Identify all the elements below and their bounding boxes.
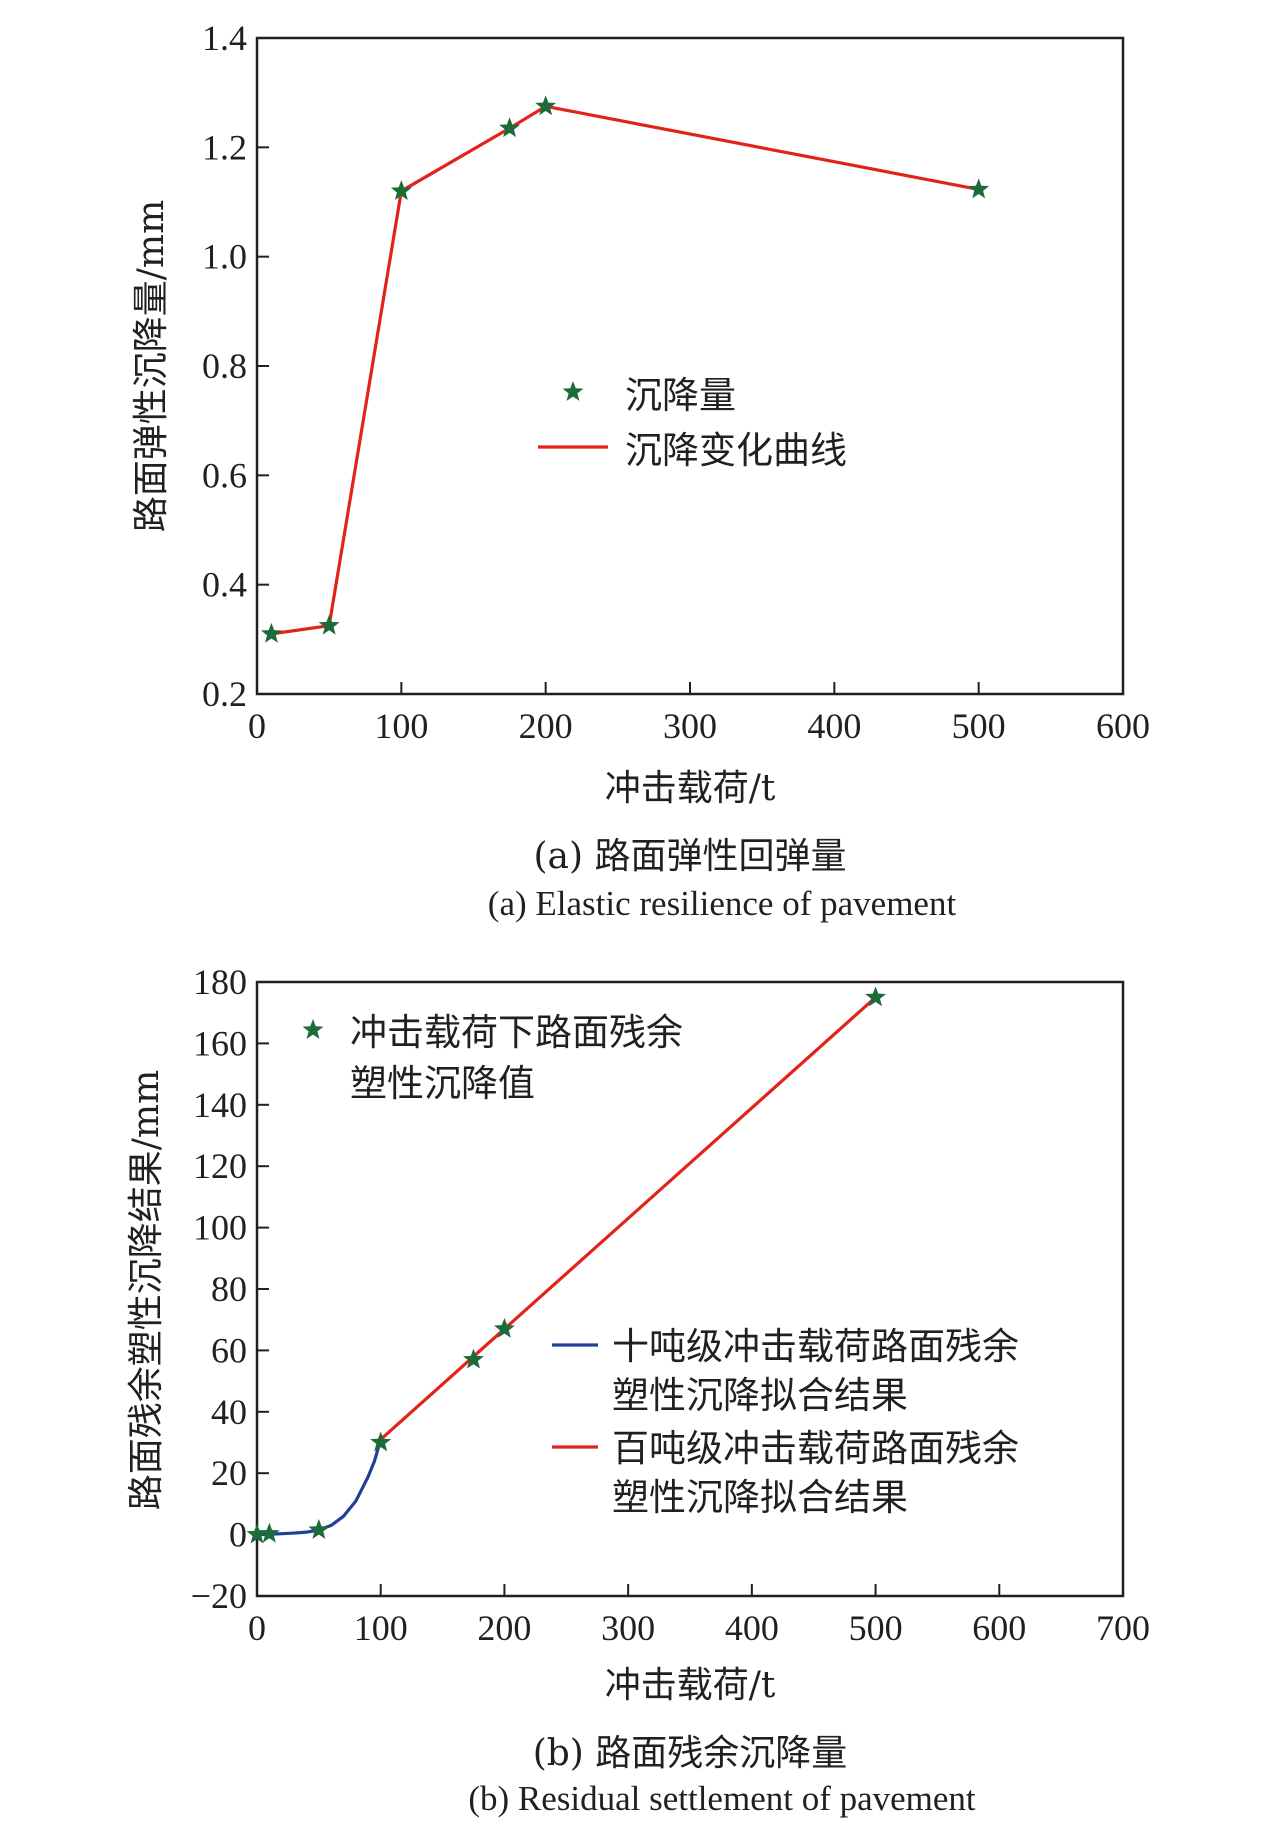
chart-b-series-line-2 bbox=[379, 996, 877, 1441]
chart-b-y-tick-label: 100 bbox=[193, 1208, 247, 1248]
chart-b-x-tick-label: 0 bbox=[248, 1608, 266, 1648]
chart-b-y-tick-label: 0 bbox=[229, 1515, 247, 1555]
chart-a-x-tick-label: 400 bbox=[807, 706, 861, 746]
chart-b-x-tick-label: 700 bbox=[1096, 1608, 1150, 1648]
chart-b-x-axis-label: 冲击载荷/t bbox=[605, 1665, 776, 1706]
chart-a-x-tick-label: 300 bbox=[663, 706, 717, 746]
chart-a-data-point bbox=[535, 95, 557, 116]
chart-b-y-tick-label: 20 bbox=[211, 1453, 247, 1493]
chart-b-y-tick-label: 60 bbox=[211, 1330, 247, 1370]
chart-a-y-tick-label: 0.8 bbox=[202, 346, 247, 386]
chart-b-series-line-1 bbox=[256, 1438, 383, 1537]
chart-a: 0 100 200 300 400 500 600 0.2 0.4 0.6 0.8 1.0 1.2 1.4… bbox=[131, 18, 1150, 923]
chart-a-data-point bbox=[968, 178, 990, 199]
chart-b-legend-label-red-line1: 百吨级冲击载荷路面残余 bbox=[612, 1427, 1019, 1470]
chart-b-data-point bbox=[463, 1348, 484, 1369]
chart-a-data-point bbox=[318, 614, 340, 635]
chart-a-data-point bbox=[390, 180, 412, 200]
chart-b-x-tick-label: 100 bbox=[354, 1608, 408, 1648]
chart-b-legend-label-points-line1: 冲击载荷下路面残余 bbox=[350, 1011, 683, 1054]
chart-b-data-point bbox=[865, 986, 887, 1007]
chart-b-x-tick-label: 200 bbox=[477, 1608, 531, 1648]
chart-a-y-tick-label: 0.6 bbox=[202, 455, 247, 495]
chart-b-y-tick-label: 180 bbox=[193, 962, 247, 1002]
chart-a-y-tick-label: 0.2 bbox=[202, 674, 247, 714]
chart-b-legend-label-red-line2: 塑性沉降拟合结果 bbox=[612, 1476, 908, 1519]
chart-a-caption-en: (a) Elastic resilience of pavement bbox=[488, 884, 957, 923]
chart-a-y-tick-label: 1.4 bbox=[202, 18, 247, 58]
chart-a-series-line-1 bbox=[271, 104, 979, 636]
chart-b-y-tick-label: 140 bbox=[193, 1085, 247, 1125]
chart-a-legend-marker bbox=[562, 381, 584, 401]
chart-b-x-tick-label: 400 bbox=[725, 1608, 779, 1648]
chart-a-plot-frame bbox=[255, 36, 1125, 696]
chart-a-legend-label-line: 沉降变化曲线 bbox=[625, 429, 847, 472]
chart-a-y-tick-label: 0.4 bbox=[202, 565, 247, 605]
chart-b-data-point bbox=[246, 1523, 268, 1544]
chart-b-y-axis-label: 路面残余塑性沉降结果/mm bbox=[126, 1070, 167, 1510]
chart-a-y-tick-label: 1.0 bbox=[202, 237, 247, 277]
chart-b-caption-cn: (b) 路面残余沉降量 bbox=[533, 1733, 848, 1774]
chart-a-caption-cn: (a) 路面弹性回弹量 bbox=[534, 836, 847, 877]
chart-a-y-axis-label: 路面弹性沉降量/mm bbox=[131, 200, 172, 532]
chart-b-data-point bbox=[493, 1317, 515, 1338]
chart-a-x-tick-label: 200 bbox=[519, 706, 573, 746]
chart-b-y-tick-label: 80 bbox=[211, 1269, 247, 1309]
chart-b-data-point bbox=[308, 1518, 330, 1539]
chart-b-x-tick-label: 500 bbox=[849, 1608, 903, 1648]
chart-b-y-tick-label: 40 bbox=[211, 1392, 247, 1432]
chart-b-data-point bbox=[370, 1431, 392, 1452]
chart-b-y-tick-label: 160 bbox=[193, 1023, 247, 1063]
chart-b-x-tick-label: 300 bbox=[601, 1608, 655, 1648]
chart-a-y-tick-label: 1.2 bbox=[202, 127, 247, 167]
chart-b-data-point bbox=[258, 1522, 280, 1543]
chart-a-x-tick-label: 0 bbox=[248, 706, 266, 746]
chart-b-x-tick-label: 600 bbox=[972, 1608, 1026, 1648]
chart-b-legend-label-blue-line1: 十吨级冲击载荷路面残余 bbox=[612, 1325, 1019, 1368]
chart-b-caption-en: (b) Residual settlement of pavement bbox=[468, 1779, 976, 1818]
chart-a-legend: 沉降量 沉降变化曲线 bbox=[538, 374, 847, 472]
chart-a-x-axis-label: 冲击载荷/t bbox=[605, 768, 776, 809]
chart-a-x-tick-label: 500 bbox=[952, 706, 1006, 746]
chart-a-x-tick-label: 600 bbox=[1096, 706, 1150, 746]
chart-b: 0 100 200 300 400 500 600 700−20020406080100120… bbox=[126, 962, 1150, 1818]
chart-a-legend-label-points: 沉降量 bbox=[625, 374, 736, 417]
chart-a-data-point bbox=[499, 117, 521, 138]
chart-b-legend: 冲击载荷下路面残余 塑性沉降值 十吨级冲击载荷路面残余 塑性沉降拟合结果 百吨级… bbox=[302, 1011, 1019, 1519]
chart-a-x-tick-label: 100 bbox=[374, 706, 428, 746]
chart-b-y-tick-label: 120 bbox=[193, 1146, 247, 1186]
chart-b-y-tick-label: −20 bbox=[191, 1576, 247, 1616]
chart-b-legend-label-blue-line2: 塑性沉降拟合结果 bbox=[612, 1374, 908, 1417]
chart-b-legend-label-points-line2: 塑性沉降值 bbox=[350, 1062, 535, 1105]
chart-a-data-point bbox=[260, 622, 282, 643]
chart-b-legend-marker bbox=[302, 1019, 324, 1039]
